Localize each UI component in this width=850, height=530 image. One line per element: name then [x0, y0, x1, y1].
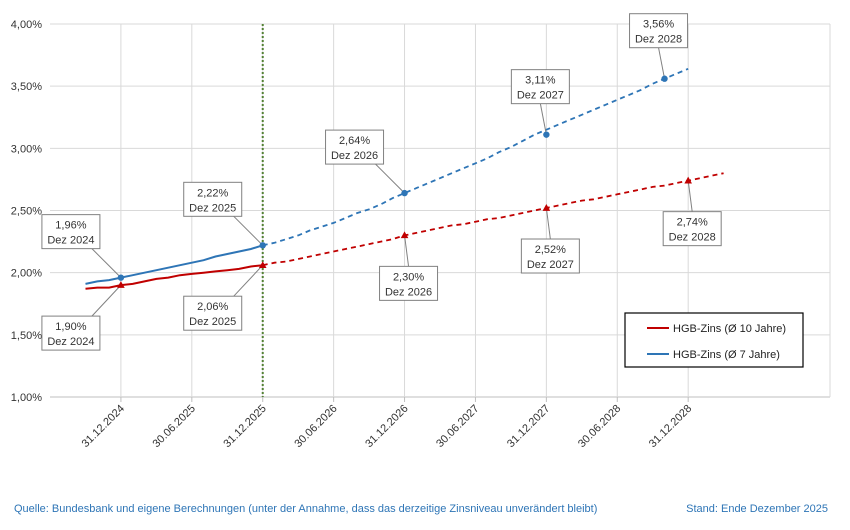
- callout-box: [520, 238, 580, 274]
- y-tick-label: 3,50%: [11, 81, 42, 93]
- callout-value: 2,64%: [339, 135, 370, 147]
- callout-value: 2,06%: [197, 301, 228, 313]
- callout-date: Dez 2024: [47, 336, 94, 348]
- callout-date: Dez 2026: [385, 286, 432, 298]
- data-point-circle: [661, 75, 668, 82]
- callout-value: 2,22%: [197, 187, 228, 199]
- callout-value: 3,11%: [525, 75, 556, 87]
- data-point-triangle: [258, 261, 267, 269]
- chart-background: [0, 0, 850, 500]
- callout-box: [41, 315, 101, 351]
- callout-date: Dez 2025: [189, 316, 236, 328]
- callout-box: [183, 181, 243, 217]
- callout-leader: [545, 207, 551, 240]
- callout-leader: [539, 103, 547, 135]
- series-0-forecast-line: [262, 172, 724, 267]
- callout-leader: [687, 180, 693, 212]
- callout-box: [379, 265, 439, 301]
- callout-leader: [658, 47, 666, 79]
- callout-value: 2,52%: [535, 244, 566, 256]
- status-date-note: Stand: Ende Dezember 2025: [686, 503, 828, 515]
- series-0-historical-line: [85, 264, 263, 290]
- callout-box: [510, 69, 570, 105]
- series-1-historical-line: [85, 244, 263, 285]
- y-tick-label: 2,00%: [11, 268, 42, 280]
- callout-date: Dez 2028: [635, 34, 682, 46]
- series-1-forecast-line: [262, 67, 689, 247]
- data-point-circle: [401, 189, 408, 197]
- legend-box: [624, 312, 804, 368]
- callout-box: [41, 214, 101, 250]
- data-point-triangle: [684, 176, 692, 184]
- y-tick-label: 3,00%: [11, 143, 42, 155]
- hgb-interest-rate-chart: 1,00%1,50%2,00%2,50%3,00%3,50%4,00%31.12…: [0, 0, 850, 500]
- y-tick-label: 4,00%: [11, 19, 42, 31]
- callout-date: Dez 2025: [189, 202, 236, 214]
- callout-date: Dez 2027: [517, 90, 564, 102]
- callout-box: [629, 13, 689, 49]
- callout-date: Dez 2024: [47, 235, 94, 247]
- callout-box: [183, 295, 243, 331]
- legend-label-1: HGB-Zins (Ø 7 Jahre): [673, 349, 780, 361]
- callout-value: 3,56%: [643, 19, 674, 31]
- data-callouts: 1,96% Dez 2024 1,90% Dez 2024 2,22% Dez 2025 2…: [41, 13, 722, 351]
- data-point-circle: [543, 131, 550, 138]
- legend: HGB-Zins (Ø 10 Jahre) HGB-Zins (Ø 7 Jahre…: [624, 312, 804, 368]
- data-point-triangle: [117, 281, 125, 288]
- data-point-triangle: [542, 204, 551, 211]
- callout-value: 1,96%: [55, 220, 86, 232]
- callout-leader: [404, 235, 410, 267]
- callout-value: 1,90%: [55, 321, 86, 333]
- y-tick-label: 2,50%: [11, 206, 42, 218]
- callout-leader: [233, 215, 264, 246]
- data-point-circle: [117, 274, 125, 281]
- callout-date: Dez 2027: [527, 259, 574, 271]
- callout-box: [662, 211, 722, 247]
- y-tick-label: 1,00%: [11, 392, 42, 404]
- data-point-triangle: [400, 231, 409, 239]
- callout-value: 2,30%: [393, 271, 424, 283]
- callout-leader: [233, 264, 264, 297]
- callout-date: Dez 2028: [669, 232, 716, 244]
- legend-label-0: HGB-Zins (Ø 10 Jahre): [673, 323, 786, 335]
- callout-leader: [91, 284, 122, 317]
- y-tick-label: 1,50%: [11, 330, 42, 342]
- source-note: Quelle: Bundesbank und eigene Berechnung…: [14, 503, 598, 515]
- callout-value: 2,74%: [677, 217, 708, 229]
- callout-box: [325, 129, 385, 165]
- callout-leader: [375, 163, 405, 194]
- data-series: [85, 67, 724, 290]
- data-point-circle: [259, 242, 266, 249]
- callout-leader: [91, 248, 122, 278]
- callout-date: Dez 2026: [331, 150, 378, 162]
